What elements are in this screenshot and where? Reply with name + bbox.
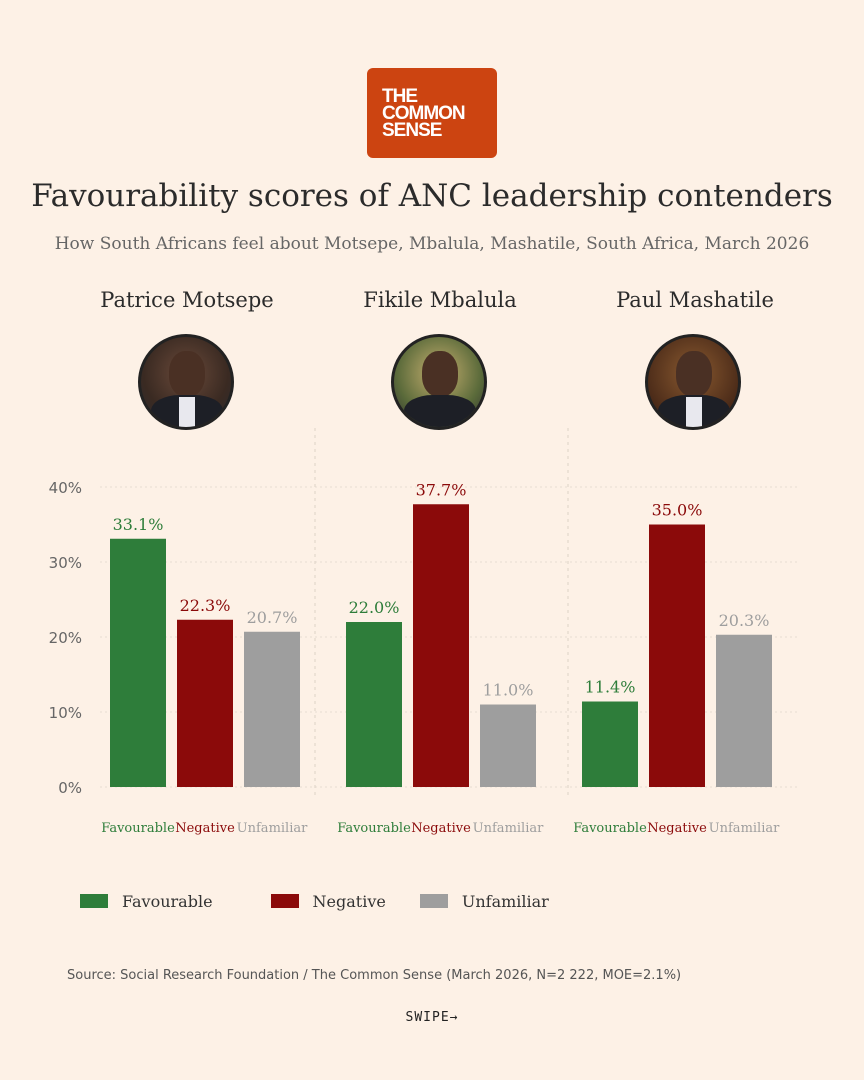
data-label: 33.1% [113, 515, 164, 534]
bar-favourable [582, 701, 638, 787]
x-tick-label: Favourable [337, 821, 411, 836]
data-label: 20.3% [719, 611, 770, 630]
bar-chart: 0% 10% 20% 30% 40% 33.1% Favourable 22.3% Negati… [49, 428, 800, 836]
bar-negative [413, 504, 469, 787]
swipe-prompt[interactable]: SWIPE→ [405, 1010, 459, 1025]
avatar-mashatile [645, 334, 741, 430]
x-tick-label: Negative [175, 821, 235, 836]
legend-label-negative: Negative [312, 891, 386, 911]
person-name-mashatile: Paul Mashatile [616, 288, 774, 312]
bar-unfamiliar [244, 631, 300, 787]
legend-item-negative: Negative [270, 891, 386, 911]
y-tick-label: 40% [49, 479, 82, 497]
legend-item-favourable: Favourable [80, 892, 213, 911]
data-label: 37.7% [416, 480, 467, 499]
y-tick-label: 0% [58, 779, 82, 797]
x-tick-label: Unfamiliar [237, 821, 308, 836]
legend-swatch-negative [270, 894, 299, 908]
bar-negative [177, 619, 233, 787]
person-name-mbalula: Fikile Mbalula [363, 288, 517, 312]
data-label: 22.0% [349, 598, 400, 617]
legend-item-unfamiliar: Unfamiliar [419, 891, 549, 911]
legend-swatch-unfamiliar [419, 894, 448, 908]
bar-negative [649, 524, 705, 787]
logo-line-2: COMMON [382, 102, 466, 124]
legend-label-unfamiliar: Unfamiliar [461, 891, 549, 911]
y-tick-label: 20% [49, 629, 82, 647]
legend-label-favourable: Favourable [122, 891, 213, 911]
x-tick-label: Unfamiliar [473, 821, 544, 836]
chart-title: Favourability scores of ANC leadership c… [31, 178, 833, 214]
chart-subtitle: How South Africans feel about Motsepe, M… [54, 234, 810, 254]
avatar-mbalula [391, 334, 487, 430]
x-tick-label: Favourable [101, 821, 175, 836]
source-note: Source: Social Research Foundation / The… [67, 968, 682, 983]
x-tick-label: Favourable [573, 821, 647, 836]
y-tick-label: 30% [49, 554, 82, 572]
data-label: 11.4% [585, 678, 636, 697]
bar-unfamiliar [480, 704, 536, 787]
avatar-motsepe [138, 334, 234, 430]
logo-line-3: SENSE [382, 119, 442, 141]
data-label: 11.0% [483, 681, 534, 700]
data-label: 22.3% [180, 596, 231, 615]
legend-swatch-favourable [80, 894, 108, 908]
person-name-motsepe: Patrice Motsepe [100, 288, 274, 312]
x-tick-label: Negative [411, 821, 471, 836]
data-label: 20.7% [247, 608, 298, 627]
bar-unfamiliar [716, 634, 772, 787]
x-tick-label: Unfamiliar [709, 821, 780, 836]
x-tick-label: Negative [647, 821, 707, 836]
data-label: 35.0% [652, 501, 703, 520]
brand-logo: THE COMMON SENSE [367, 68, 497, 158]
logo-line-1: THE [382, 85, 418, 107]
chart-legend: Favourable Negative Unfamiliar [80, 890, 583, 912]
bar-favourable [110, 538, 166, 787]
y-tick-label: 10% [49, 704, 82, 722]
bar-favourable [346, 622, 402, 787]
